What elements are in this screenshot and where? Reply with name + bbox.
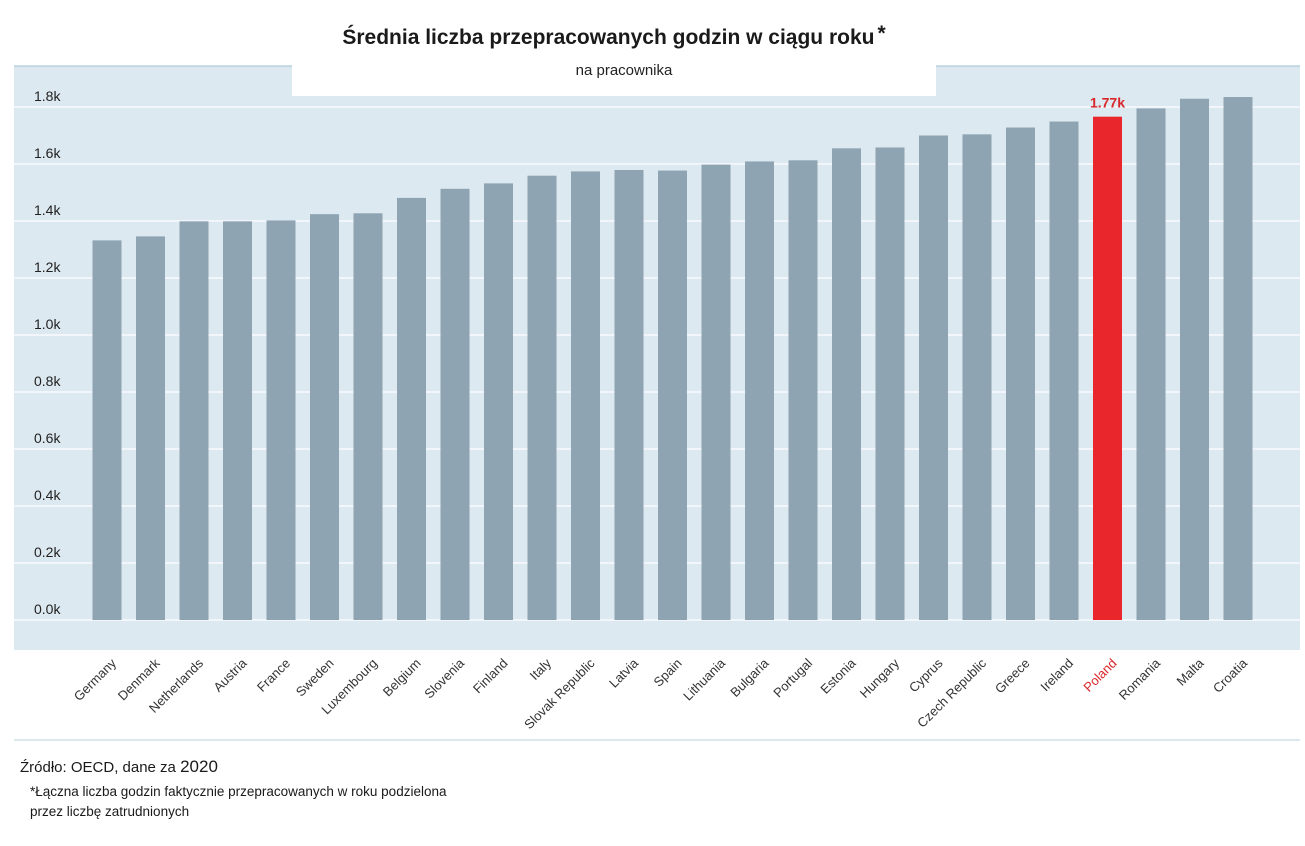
bar-austria bbox=[223, 221, 252, 620]
bar-croatia bbox=[1223, 97, 1253, 620]
chart-title: Średnia liczba przepracowanych godzin w … bbox=[342, 22, 886, 49]
x-label-germany: Germany bbox=[71, 655, 120, 704]
y-tick-label: 1.8k bbox=[34, 88, 61, 104]
chart-subtitle: na pracownika bbox=[576, 62, 673, 79]
bar-poland bbox=[1093, 116, 1122, 620]
bar-italy bbox=[527, 175, 557, 620]
source-year: 2020 bbox=[180, 757, 218, 776]
y-tick-label: 0.8k bbox=[34, 373, 61, 389]
bar-france bbox=[266, 220, 296, 620]
x-label-portugal: Portugal bbox=[770, 655, 815, 700]
x-label-greece: Greece bbox=[992, 656, 1033, 697]
x-label-sweden: Sweden bbox=[293, 656, 337, 700]
x-label-cyprus: Cyprus bbox=[906, 655, 946, 695]
x-label-ireland: Ireland bbox=[1037, 656, 1076, 695]
y-tick-label: 0.6k bbox=[34, 430, 61, 446]
x-label-croatia: Croatia bbox=[1210, 655, 1251, 696]
y-tick-label: 0.4k bbox=[34, 487, 61, 503]
x-label-latvia: Latvia bbox=[606, 655, 642, 691]
footnote-line-1: *Łączna liczba godzin faktycznie przepra… bbox=[30, 784, 447, 799]
bar-malta bbox=[1180, 98, 1209, 621]
bar-denmark bbox=[136, 236, 165, 620]
title-box bbox=[292, 60, 936, 96]
bar-portugal bbox=[788, 160, 818, 621]
bar-greece bbox=[1006, 127, 1035, 621]
x-label-italy: Italy bbox=[527, 655, 555, 683]
bar-netherlands bbox=[179, 221, 209, 620]
x-label-malta: Malta bbox=[1174, 655, 1208, 689]
data-label-poland: 1.77k bbox=[1090, 95, 1125, 111]
bar-lithuania bbox=[701, 164, 731, 620]
bar-finland bbox=[484, 183, 513, 620]
x-label-lithuania: Lithuania bbox=[680, 655, 728, 703]
bar-latvia bbox=[614, 169, 644, 621]
x-label-belgium: Belgium bbox=[380, 656, 424, 700]
footnote-line-2: przez liczbę zatrudnionych bbox=[30, 804, 190, 819]
x-label-estonia: Estonia bbox=[817, 655, 859, 697]
bar-cyprus bbox=[919, 135, 948, 620]
bar-spain bbox=[658, 170, 687, 620]
title-asterisk: * bbox=[877, 22, 886, 45]
source-note: Źródło: OECD, dane za 2020 bbox=[20, 757, 218, 777]
y-tick-label: 0.0k bbox=[34, 601, 61, 617]
x-label-slovenia: Slovenia bbox=[421, 655, 467, 701]
x-label-finland: Finland bbox=[470, 656, 511, 697]
y-tick-label: 1.4k bbox=[34, 202, 61, 218]
x-label-france: France bbox=[254, 656, 293, 695]
bar-belgium bbox=[397, 197, 426, 621]
bar-czech-republic bbox=[962, 134, 992, 621]
y-tick-label: 1.0k bbox=[34, 316, 61, 332]
bar-romania bbox=[1136, 108, 1166, 621]
x-label-hungary: Hungary bbox=[857, 655, 903, 701]
bar-sweden bbox=[310, 214, 339, 620]
x-label-austria: Austria bbox=[210, 655, 250, 695]
bar-ireland bbox=[1049, 121, 1079, 620]
bar-slovak-republic bbox=[571, 171, 600, 620]
data-labels: 1.77k bbox=[1090, 95, 1125, 111]
y-tick-label: 1.6k bbox=[34, 145, 61, 161]
bar-hungary bbox=[875, 147, 905, 620]
y-axis-ticks: 0.0k 0.2k 0.4k 0.6k 0.8k 1.0k 1.2k 1.4k 1.6k 1.8k bbox=[34, 88, 61, 617]
bar-slovenia bbox=[440, 188, 470, 621]
bars bbox=[92, 97, 1253, 621]
y-tick-label: 0.2k bbox=[34, 544, 61, 560]
bar-estonia bbox=[832, 148, 861, 620]
x-label-spain: Spain bbox=[651, 656, 685, 690]
source-prefix: Źródło: OECD, dane za bbox=[20, 759, 176, 776]
bar-luxembourg bbox=[353, 213, 383, 620]
x-label-poland: Poland bbox=[1080, 656, 1119, 695]
y-tick-label: 1.2k bbox=[34, 259, 61, 275]
bar-bulgaria bbox=[745, 161, 774, 620]
x-label-bulgaria: Bulgaria bbox=[727, 655, 772, 700]
x-label-romania: Romania bbox=[1116, 655, 1164, 703]
footnote: *Łączna liczba godzin faktycznie przepra… bbox=[30, 782, 550, 822]
bar-germany bbox=[92, 240, 122, 620]
